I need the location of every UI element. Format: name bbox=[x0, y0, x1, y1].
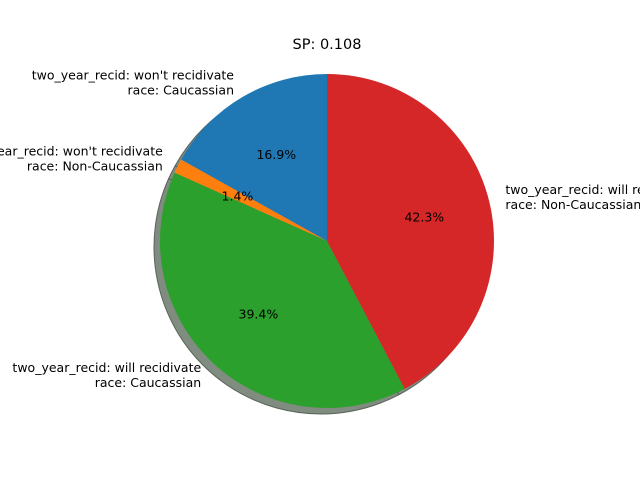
slice-label-line: race: Non-Caucassian bbox=[27, 159, 163, 174]
slice-label-0: two_year_recid: won't recidivate race: Ca… bbox=[32, 68, 235, 98]
pie-slice-0 bbox=[181, 74, 327, 241]
pie-slice-2 bbox=[160, 172, 405, 408]
pct-label-2: 39.4% bbox=[239, 307, 279, 322]
slice-label-line: two_year_recid: won't recidivate bbox=[32, 68, 235, 83]
pct-label-3: 42.3% bbox=[404, 210, 444, 225]
pie-slice-1 bbox=[174, 159, 327, 241]
slice-label-line: two_year_recid: won't recidivate bbox=[0, 144, 163, 159]
pie-slice-labels: two_year_recid: won't recidivate race: Ca… bbox=[0, 68, 640, 390]
slice-label-line: race: Non-Caucassian bbox=[505, 197, 640, 212]
slice-label-line: race: Caucassian bbox=[95, 375, 201, 390]
pie-slice-3 bbox=[327, 74, 494, 389]
pie-slices bbox=[160, 74, 494, 408]
slice-label-2: two_year_recid: will recidivate race: Cau… bbox=[12, 360, 201, 390]
pie-percent-labels: 16.9% 1.4% 39.4% 42.3% bbox=[222, 147, 445, 321]
slice-label-line: two_year_recid: will recidivate bbox=[12, 360, 201, 375]
pct-label-1: 1.4% bbox=[222, 189, 254, 204]
slice-label-line: two_year_recid: will recidivate bbox=[505, 182, 640, 197]
slice-label-line: race: Caucassian bbox=[128, 83, 234, 98]
pct-label-0: 16.9% bbox=[256, 147, 296, 162]
chart-title: SP: 0.108 bbox=[293, 37, 362, 53]
